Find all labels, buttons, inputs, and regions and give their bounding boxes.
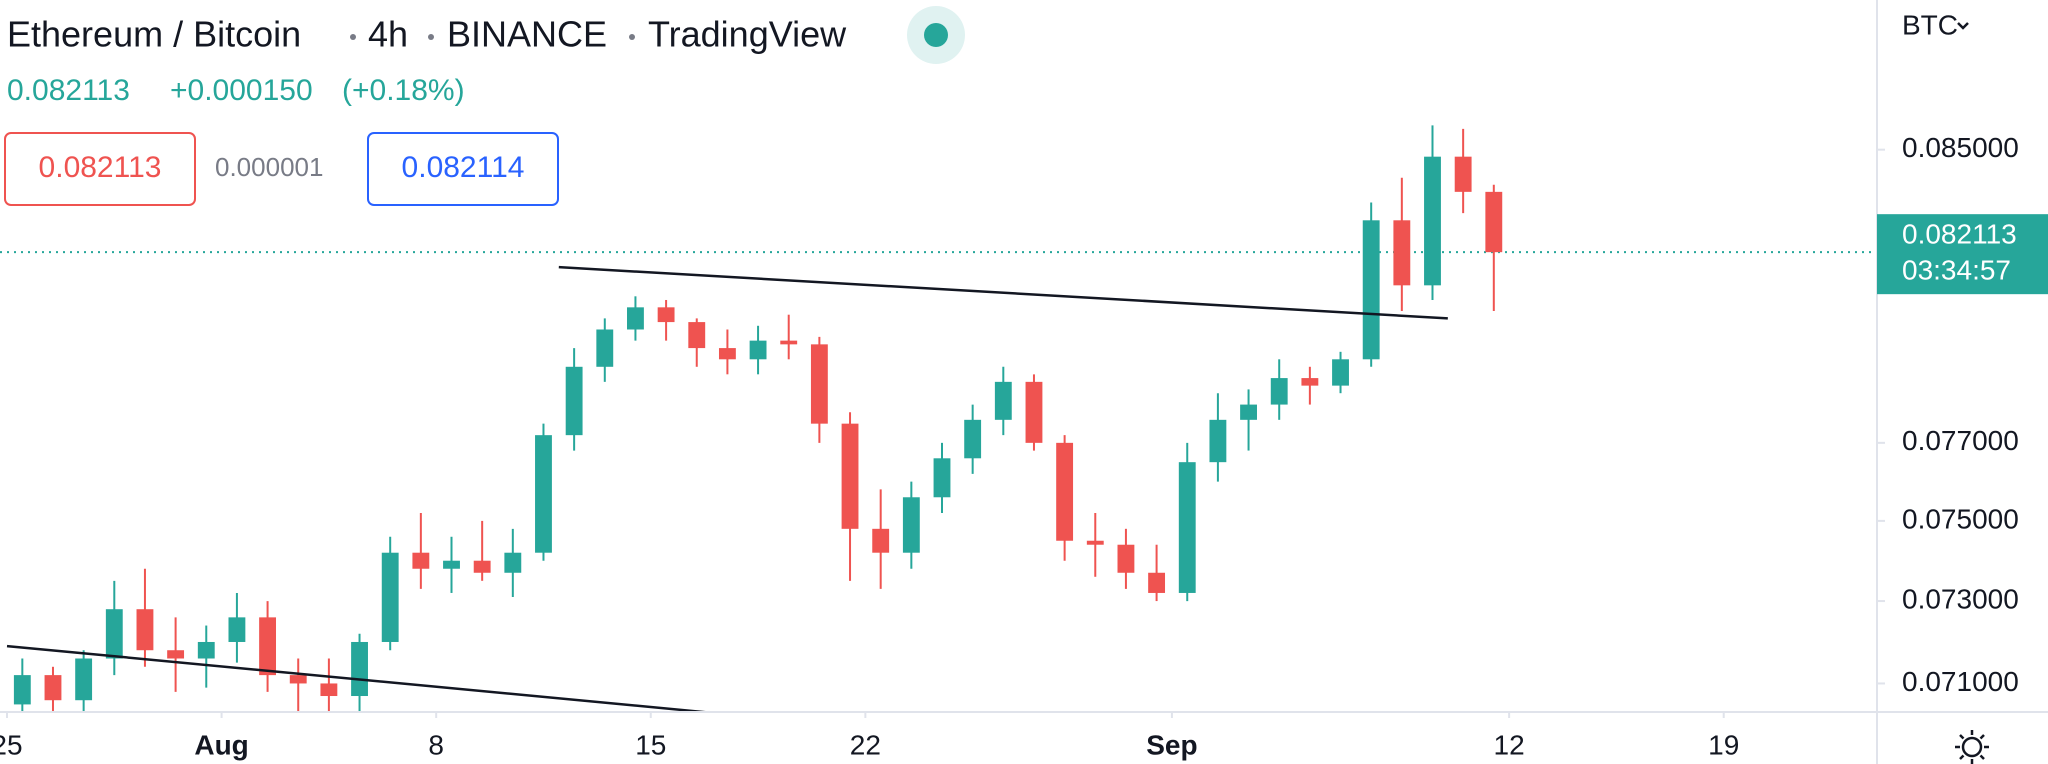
last-price-tag-label: 0.082113 [1902, 219, 2017, 250]
candle-body [718, 348, 736, 360]
candle-body [259, 617, 277, 676]
exchange: BINANCE [447, 14, 607, 55]
candle-body [1240, 404, 1257, 420]
candle-body [749, 340, 767, 360]
y-tick-label: 0.085000 [1902, 132, 2019, 163]
candle-body [1148, 572, 1166, 593]
trendline [558, 265, 1448, 320]
candle-body [1301, 378, 1319, 386]
candle-body [872, 528, 890, 553]
candle-body [228, 617, 246, 642]
status-dot [924, 23, 948, 47]
x-tick-label: 19 [1708, 729, 1739, 760]
bid: 0.082113 [39, 151, 162, 184]
ask-box[interactable] [367, 132, 559, 206]
separator [629, 34, 635, 40]
candle-body [1332, 359, 1349, 386]
separator [350, 34, 356, 40]
candle-body [1485, 191, 1503, 253]
candle-body [657, 307, 675, 323]
candle-body [504, 552, 522, 573]
candle-body [810, 344, 828, 424]
candle-body [443, 560, 460, 569]
candle-body [1086, 540, 1104, 545]
candle-body [1270, 378, 1288, 405]
candle-body [1025, 381, 1043, 443]
candle-body [1056, 442, 1074, 541]
x-tick-label: 25 [0, 729, 23, 760]
candle-body [105, 609, 123, 659]
change-percent: (+0.18%) [342, 74, 465, 107]
candle-body [381, 552, 399, 642]
spread: 0.000001 [215, 152, 323, 182]
y-tick-label: 0.077000 [1902, 425, 2019, 456]
candle-body [535, 435, 552, 553]
last-price: 0.082113 [7, 74, 130, 107]
separator [428, 34, 434, 40]
y-tick-label: 0.073000 [1902, 583, 2019, 614]
candle-body [1393, 220, 1411, 286]
currency-selector[interactable]: BTC [1902, 9, 1958, 40]
candle-body [841, 423, 859, 529]
source: TradingView [648, 14, 847, 55]
bid-box[interactable] [4, 132, 196, 206]
candle-body [13, 675, 31, 705]
candle-body [596, 329, 614, 367]
y-tick-label: 0.071000 [1902, 666, 2019, 697]
y-tick-label: 0.075000 [1902, 503, 2019, 534]
candle-body [44, 675, 62, 701]
candle-body [688, 322, 706, 349]
candle-body [994, 381, 1012, 420]
candle-body [1117, 544, 1135, 573]
candle-body [933, 458, 951, 498]
candle-body [197, 641, 215, 659]
candle-body [1209, 419, 1227, 463]
change: +0.000150 [170, 74, 313, 107]
candle-body [473, 560, 491, 573]
candle-body [351, 641, 368, 697]
x-tick-label: 15 [635, 729, 666, 760]
candle-body [289, 675, 307, 684]
x-tick-label: 22 [850, 729, 881, 760]
trendline [6, 644, 713, 712]
settings-icon[interactable] [1955, 730, 1989, 764]
candle-body [167, 650, 185, 659]
candle-body [1178, 462, 1196, 593]
ask: 0.082114 [402, 151, 525, 184]
x-tick-label: 8 [428, 729, 444, 760]
x-tick-label: 12 [1494, 729, 1525, 760]
candle-body [1424, 156, 1441, 286]
x-tick-label: Aug [194, 729, 248, 760]
candle-body [627, 307, 644, 330]
plot-area [0, 125, 1877, 712]
candle-body [136, 609, 154, 651]
candle-body [1362, 220, 1380, 360]
symbol-title: Ethereum / Bitcoin [7, 14, 301, 55]
candle-body [320, 683, 338, 697]
candle-body [565, 366, 583, 436]
candle-body [1454, 156, 1472, 192]
x-tick-label: Sep [1146, 729, 1197, 760]
candle-body [75, 658, 93, 701]
candle-body [412, 552, 430, 569]
candle-body [964, 419, 982, 459]
candle-body [902, 497, 920, 553]
countdown: 03:34:57 [1902, 255, 2011, 286]
interval: 4h [368, 14, 408, 55]
candle-body [780, 340, 798, 345]
currency-chevron [1957, 22, 1969, 30]
last-price-tag [1877, 214, 2048, 295]
